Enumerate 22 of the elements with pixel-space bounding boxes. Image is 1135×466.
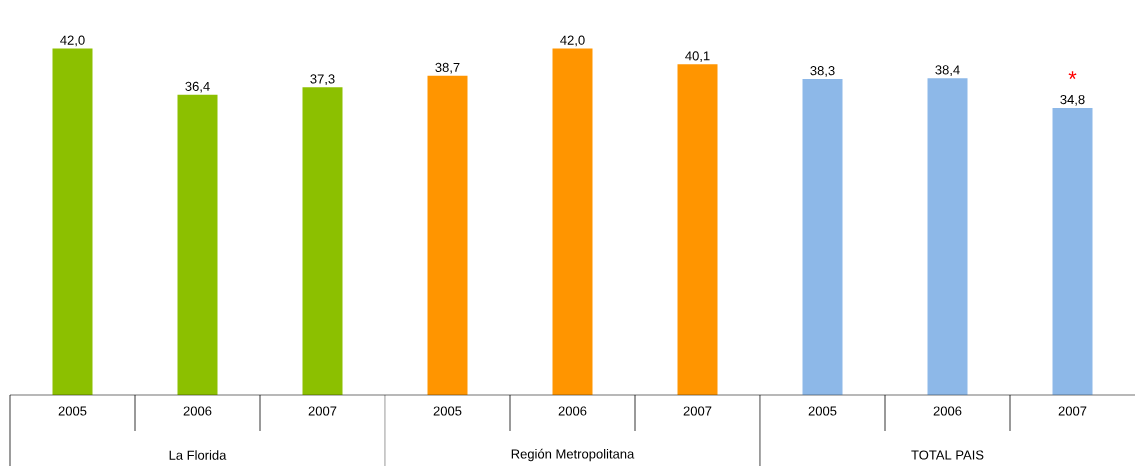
data-label: 42,0 — [560, 35, 585, 47]
x-tick-label: 2007 — [308, 406, 337, 416]
data-label: 38,3 — [810, 66, 835, 77]
x-tick-label: 2005 — [433, 406, 462, 416]
x-tick-label: 2007 — [1058, 406, 1087, 416]
data-label: 38,7 — [435, 62, 460, 74]
text: La Florida — [169, 450, 227, 460]
x-tick-label: 2006 — [558, 406, 587, 416]
data-label: 37,3 — [310, 74, 335, 86]
x-tick-label: 2007 — [683, 406, 712, 416]
data-label: 38,4 — [935, 65, 960, 76]
data-label: 34,8 — [1060, 94, 1085, 106]
data-label: 36,4 — [185, 81, 210, 93]
data-label: 40,1 — [685, 51, 710, 62]
data-label: 42,0 — [60, 35, 85, 47]
x-tick-label: 2005 — [58, 406, 87, 416]
text: Región Metropolitana — [511, 448, 635, 462]
text: TOTAL PAIS — [911, 450, 984, 460]
x-tick-label: 2006 — [183, 406, 212, 416]
annotation: * — [1068, 71, 1077, 79]
x-tick-label: 2005 — [808, 406, 837, 416]
x-tick-label: 2006 — [933, 406, 962, 416]
